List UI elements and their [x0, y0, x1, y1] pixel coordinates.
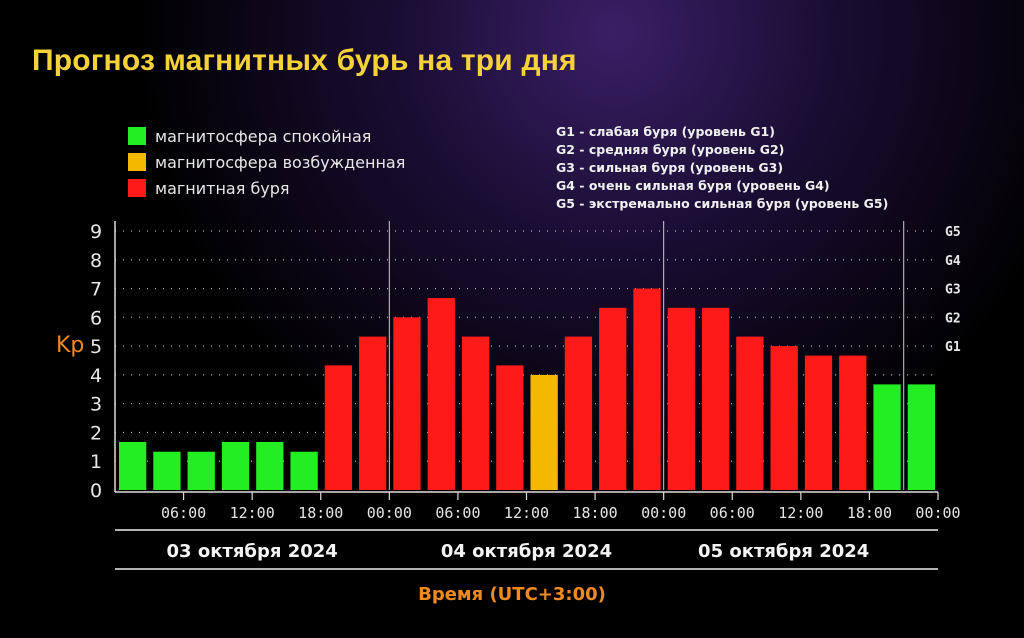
- kp-bar: [427, 298, 455, 490]
- kp-bar: [804, 355, 833, 490]
- x-tick-label: 12:00: [504, 504, 549, 522]
- y-tick-label: 4: [90, 365, 102, 387]
- y-tick-label: 7: [90, 279, 102, 301]
- x-tick-label: 00:00: [367, 504, 412, 522]
- legend-item-storm: магнитная буря: [128, 175, 405, 201]
- y-tick-label: 0: [90, 480, 102, 502]
- kp-bar: [873, 384, 901, 490]
- g-legend-item-g2: G2 - средняя буря (уровень G2): [556, 142, 785, 157]
- y-tick-label: 6: [90, 307, 102, 329]
- kp-bar: [187, 451, 215, 490]
- color-legend: магнитосфера спокойная магнитосфера возб…: [128, 123, 405, 201]
- kp-bar: [359, 336, 387, 490]
- g-legend-item-g4: G4 - очень сильная буря (уровень G4): [556, 178, 830, 193]
- legend-label-storm: магнитная буря: [155, 178, 290, 198]
- y-tick-label: 8: [90, 250, 102, 272]
- legend-swatch-storm: [128, 179, 146, 197]
- legend-swatch-disturbed: [128, 153, 146, 171]
- x-tick-label: 12:00: [778, 504, 823, 522]
- kp-bar: [701, 307, 730, 490]
- kp-bar: [324, 365, 353, 490]
- x-tick-label: 06:00: [161, 504, 206, 522]
- g-level-tick-label: G2: [945, 311, 961, 326]
- kp-bar: [564, 336, 593, 490]
- y-tick-label: 2: [90, 422, 102, 444]
- g-legend-item-g3: G3 - сильная буря (уровень G3): [556, 160, 784, 175]
- g-level-tick-label: G4: [945, 254, 961, 269]
- x-tick-label: 00:00: [641, 504, 686, 522]
- legend-label-quiet: магнитосфера спокойная: [155, 126, 372, 146]
- kp-bar: [221, 441, 250, 490]
- kp-bar: [256, 441, 284, 490]
- kp-bar: [907, 384, 935, 490]
- x-tick-label: 00:00: [915, 504, 960, 522]
- y-tick-label: 9: [90, 221, 102, 243]
- y-tick-label: 5: [90, 336, 102, 358]
- x-tick-label: 18:00: [573, 504, 618, 522]
- day-label: 04 октября 2024: [441, 541, 612, 562]
- kp-bar: [461, 336, 490, 490]
- kp-bar: [496, 365, 524, 490]
- kp-bar: [599, 307, 627, 490]
- kp-bar: [119, 441, 147, 490]
- legend-swatch-quiet: [128, 127, 146, 145]
- g-level-tick-label: G1: [945, 340, 961, 355]
- kp-bar: [839, 355, 867, 490]
- x-tick-label: 06:00: [435, 504, 480, 522]
- y-tick-label: 1: [90, 451, 102, 473]
- kp-bar: [667, 307, 695, 490]
- y-tick-label: 3: [90, 394, 102, 416]
- x-axis-title: Время (UTC+3:00): [418, 584, 606, 605]
- kp-bar: [290, 451, 318, 490]
- kp-bar: [530, 374, 558, 490]
- g-legend-item-g1: G1 - слабая буря (уровень G1): [556, 124, 775, 139]
- kp-bar: [153, 451, 181, 490]
- g-level-tick-label: G5: [945, 225, 961, 240]
- legend-label-disturbed: магнитосфера возбужденная: [155, 152, 406, 172]
- kp-bar: [770, 346, 798, 490]
- x-tick-label: 12:00: [230, 504, 275, 522]
- g-level-tick-label: G3: [945, 283, 961, 298]
- x-tick-label: 18:00: [847, 504, 892, 522]
- kp-bar: [633, 288, 661, 490]
- y-axis-label: Kp: [56, 333, 84, 358]
- day-label: 03 октября 2024: [167, 541, 338, 562]
- x-tick-label: 06:00: [710, 504, 755, 522]
- g-legend-item-g5: G5 - экстремально сильная буря (уровень …: [556, 196, 889, 211]
- legend-item-quiet: магнитосфера спокойная: [128, 123, 405, 149]
- day-label: 05 октября 2024: [698, 541, 869, 562]
- kp-bar: [736, 336, 764, 490]
- x-tick-label: 18:00: [298, 504, 343, 522]
- legend-item-disturbed: магнитосфера возбужденная: [128, 149, 405, 175]
- g-level-legend: G1 - слабая буря (уровень G1) G2 - средн…: [556, 124, 888, 214]
- kp-bar: [393, 317, 421, 490]
- page-title: Прогноз магнитных бурь на три дня: [32, 44, 577, 77]
